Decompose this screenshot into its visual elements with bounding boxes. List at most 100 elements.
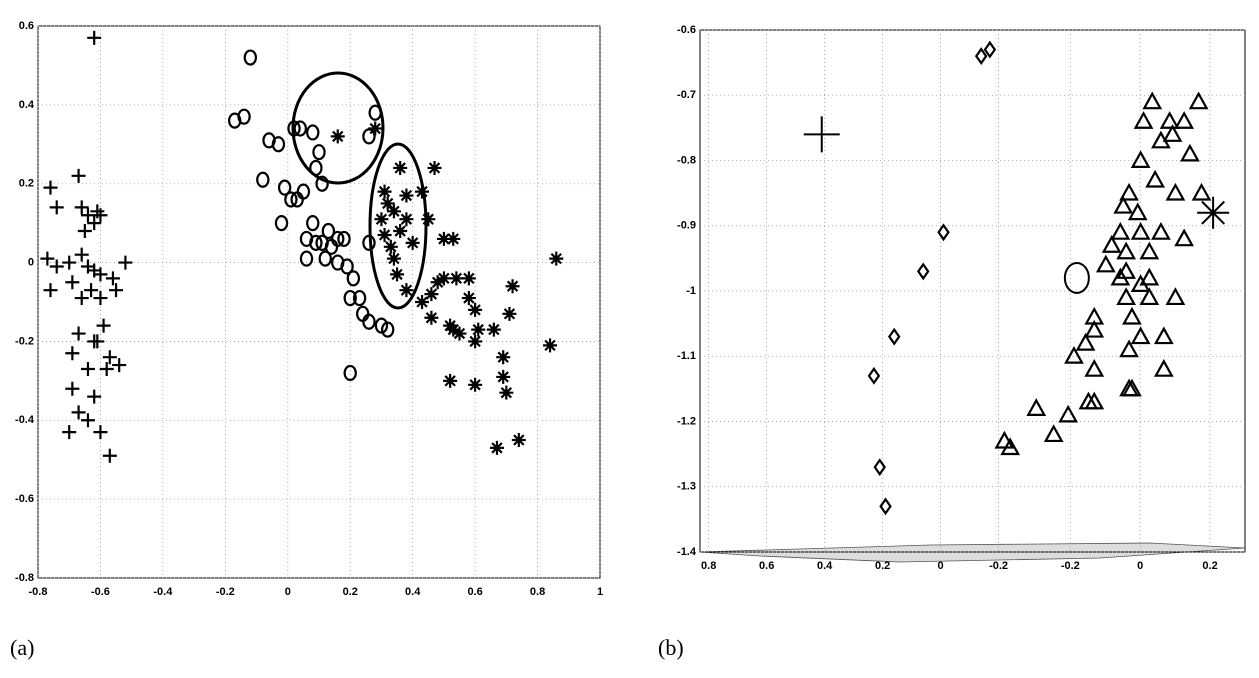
- y-tick-label: -0.4: [15, 414, 35, 426]
- y-tick-label: -0.8: [677, 154, 696, 166]
- point: [87, 30, 102, 45]
- point: [461, 271, 476, 286]
- cluster-outline: [291, 71, 385, 185]
- point: [424, 287, 439, 302]
- x-tick-label: 0.2: [343, 586, 358, 598]
- point: [1116, 287, 1137, 306]
- point: [380, 196, 395, 211]
- point: [1197, 196, 1230, 229]
- point: [994, 430, 1015, 449]
- point: [974, 47, 988, 66]
- point: [1153, 359, 1174, 377]
- point: [399, 188, 414, 203]
- point: [1130, 150, 1151, 168]
- point: [1084, 319, 1105, 338]
- point: [99, 362, 114, 377]
- y-tick-label: 0: [28, 256, 34, 268]
- y-tick-label: 0.6: [19, 20, 34, 32]
- point: [399, 212, 414, 227]
- point: [1043, 424, 1064, 443]
- point: [74, 291, 89, 306]
- point: [489, 440, 504, 455]
- point: [93, 425, 108, 440]
- point: [374, 317, 389, 334]
- point: [90, 334, 105, 349]
- point: [471, 322, 486, 337]
- point: [1026, 398, 1047, 416]
- point: [1142, 91, 1163, 110]
- point: [306, 124, 320, 141]
- point: [386, 204, 401, 219]
- point: [309, 234, 323, 251]
- point: [1119, 182, 1139, 201]
- point: [80, 413, 95, 428]
- point: [271, 136, 286, 153]
- x-tick-label: -0.2: [216, 586, 235, 598]
- point: [318, 250, 332, 267]
- point: [446, 322, 461, 337]
- point: [421, 212, 436, 227]
- x-tick-label: 0.4: [817, 560, 833, 572]
- point: [109, 283, 124, 298]
- point: [916, 262, 930, 281]
- point: [386, 251, 401, 266]
- point: [93, 267, 108, 282]
- point: [1113, 195, 1134, 214]
- point: [93, 291, 108, 306]
- point: [306, 215, 320, 232]
- y-tick-label: -0.2: [15, 335, 34, 347]
- point: [299, 250, 314, 267]
- point: [937, 223, 950, 242]
- x-tick-label: -0.8: [29, 586, 48, 598]
- point: [405, 235, 420, 250]
- point: [887, 327, 901, 346]
- point: [330, 129, 345, 144]
- point: [105, 271, 120, 286]
- point: [393, 160, 408, 175]
- point: [49, 259, 64, 274]
- point: [867, 366, 881, 385]
- point: [377, 227, 392, 242]
- y-tick-label: -1.1: [677, 350, 696, 362]
- point: [1165, 287, 1186, 306]
- point: [343, 364, 357, 382]
- point: [1116, 261, 1137, 279]
- point: [340, 258, 354, 275]
- point: [71, 326, 86, 341]
- point: [443, 373, 458, 388]
- point: [1110, 222, 1131, 240]
- x-tick-label: 1: [597, 586, 603, 598]
- point: [1058, 404, 1079, 423]
- point: [293, 120, 307, 137]
- point: [84, 283, 99, 298]
- y-tick-label: 0.2: [19, 178, 34, 190]
- point: [1151, 222, 1171, 240]
- point: [511, 433, 526, 447]
- point: [243, 49, 258, 66]
- point: [112, 358, 127, 373]
- point: [331, 230, 345, 247]
- point: [380, 321, 395, 338]
- point: [368, 121, 383, 136]
- point: [1133, 111, 1154, 129]
- point: [1116, 241, 1137, 260]
- point: [102, 350, 117, 365]
- y-tick-label: -0.6: [15, 493, 34, 505]
- point: [449, 271, 464, 286]
- point: [803, 116, 840, 153]
- point: [879, 497, 892, 516]
- y-tick-label: -0.9: [677, 220, 696, 232]
- point: [77, 224, 92, 239]
- x2-tick-label: 0.2: [1202, 560, 1217, 572]
- point: [496, 369, 511, 384]
- point: [118, 255, 133, 270]
- point: [446, 231, 461, 246]
- y-tick-label: -1.3: [677, 481, 696, 493]
- point: [502, 306, 517, 321]
- point: [49, 200, 64, 215]
- point: [1127, 202, 1148, 221]
- point: [346, 270, 361, 287]
- point: [287, 120, 301, 137]
